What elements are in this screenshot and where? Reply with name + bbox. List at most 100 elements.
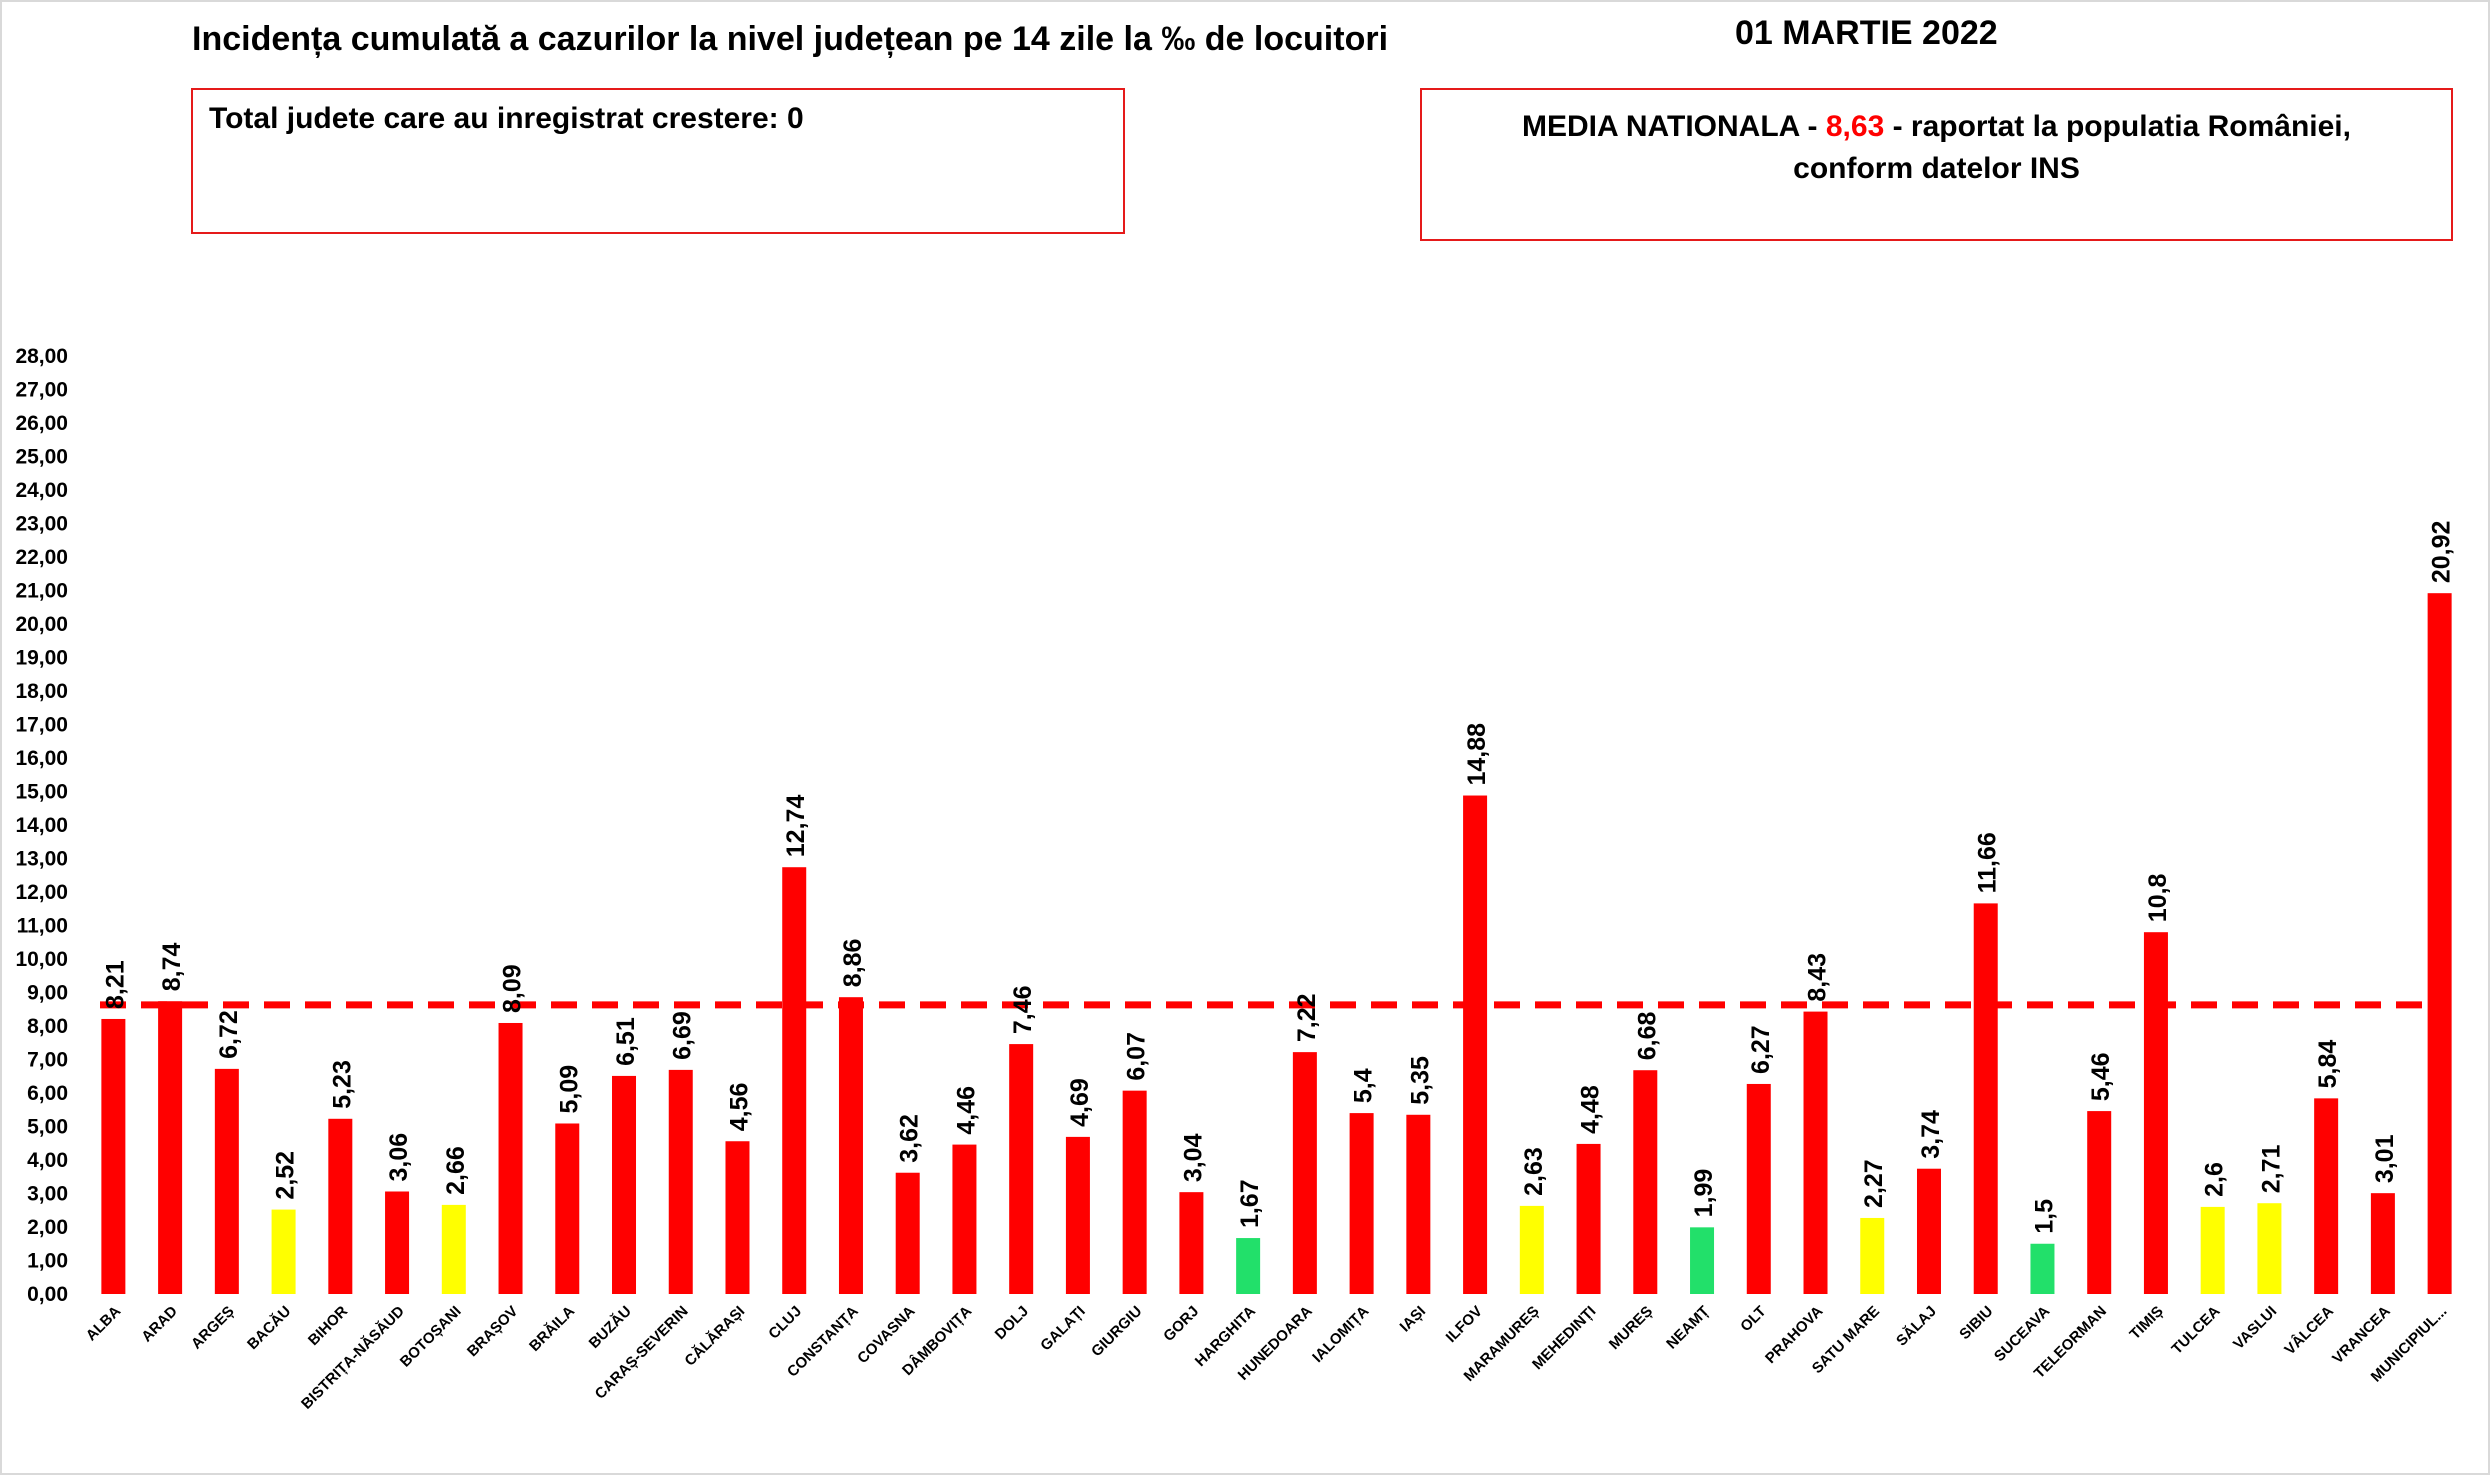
- bar-value-label: 5,46: [2087, 1052, 2115, 1101]
- bar: [385, 1191, 410, 1294]
- bar-value-label: 3,06: [385, 1133, 413, 1182]
- bar: [2427, 593, 2452, 1294]
- x-category-label: ARAD: [138, 1303, 181, 1346]
- bar: [1122, 1090, 1147, 1294]
- y-tick-label: 10,00: [15, 948, 68, 971]
- x-category-label: SĂLAJ: [1893, 1303, 1940, 1350]
- y-tick-label: 27,00: [15, 379, 68, 402]
- bar: [838, 997, 863, 1294]
- bar: [1746, 1083, 1771, 1294]
- bar: [1690, 1227, 1715, 1294]
- bar-value-label: 2,27: [1860, 1159, 1888, 1208]
- bar-value-label: 4,46: [952, 1086, 980, 1135]
- national-average-value: 8,63: [1825, 110, 1885, 143]
- bar: [1916, 1168, 1941, 1294]
- bar: [1973, 903, 1998, 1294]
- bar: [952, 1144, 977, 1294]
- x-category-label: GALAȚI: [1037, 1303, 1088, 1354]
- bar: [782, 867, 807, 1294]
- x-category-label: CĂLĂRAȘI: [681, 1303, 748, 1370]
- bar-value-label: 4,48: [1577, 1085, 1605, 1134]
- bar-value-label: 10,8: [2144, 873, 2172, 922]
- bar-value-label: 20,92: [2428, 521, 2456, 584]
- bar: [1633, 1070, 1658, 1294]
- y-tick-label: 17,00: [15, 714, 68, 737]
- bar: [2370, 1193, 2395, 1294]
- bar: [612, 1075, 637, 1294]
- bar: [895, 1172, 920, 1294]
- bar: [271, 1209, 296, 1294]
- bar: [1349, 1113, 1374, 1294]
- x-category-label: TIMIȘ: [2126, 1303, 2166, 1343]
- bar: [555, 1123, 580, 1294]
- bar-value-label: 6,68: [1633, 1011, 1661, 1060]
- y-tick-label: 23,00: [15, 513, 68, 536]
- y-tick-label: 13,00: [15, 848, 68, 871]
- national-average-line2: conform datelor INS: [1793, 152, 2080, 185]
- y-tick-label: 16,00: [15, 747, 68, 770]
- x-category-label: IALOMIȚA: [1309, 1303, 1372, 1366]
- x-category-label: ALBA: [83, 1303, 125, 1345]
- bar-value-label: 2,71: [2257, 1144, 2285, 1193]
- bar: [328, 1118, 353, 1294]
- bar: [498, 1022, 523, 1294]
- data-labels: 8,21 8,74 6,72 2,52 5,23 3,06 2,66 8,09 5,09 6,51…: [101, 521, 2455, 1234]
- bar-value-label: 14,88: [1463, 723, 1491, 786]
- y-tick-label: 25,00: [15, 446, 68, 469]
- x-category-label: BACĂU: [244, 1303, 294, 1353]
- bar-value-label: 7,46: [1009, 985, 1037, 1034]
- x-category-label: VASLUI: [2230, 1303, 2280, 1353]
- bar: [2143, 932, 2168, 1294]
- bar-value-label: 6,72: [215, 1010, 243, 1059]
- national-average-prefix: MEDIA NATIONALA -: [1522, 110, 1826, 143]
- bar-value-label: 5,09: [555, 1065, 583, 1114]
- y-tick-label: 0,00: [27, 1283, 68, 1306]
- bar-value-label: 7,22: [1293, 993, 1321, 1042]
- bar-value-label: 8,09: [499, 964, 527, 1013]
- bar: [1519, 1205, 1544, 1294]
- y-tick-label: 24,00: [15, 479, 68, 502]
- bar-value-label: 1,67: [1236, 1179, 1264, 1228]
- y-tick-label: 21,00: [15, 580, 68, 603]
- bar: [158, 1001, 183, 1294]
- y-tick-label: 28,00: [15, 345, 68, 368]
- x-axis-labels: ALBA ARAD ARGEȘ BACĂU BIHORBISTRIȚA-NĂSĂUDBO…: [83, 1302, 2451, 1413]
- national-average-text: MEDIA NATIONALA - 8,63 - raportat la pop…: [1422, 106, 2451, 190]
- x-category-label: BIHOR: [305, 1303, 351, 1349]
- y-tick-label: 18,00: [15, 680, 68, 703]
- bar: [1179, 1192, 1204, 1294]
- x-category-label: BISTRIȚA-NĂSĂUD: [298, 1303, 408, 1413]
- y-tick-label: 6,00: [27, 1082, 68, 1105]
- y-tick-label: 12,00: [15, 881, 68, 904]
- bar-value-label: 3,74: [1917, 1110, 1945, 1159]
- y-tick-label: 5,00: [27, 1116, 68, 1139]
- bar-value-label: 4,56: [725, 1083, 753, 1132]
- bar: [1463, 795, 1488, 1294]
- bar: [214, 1068, 239, 1294]
- bar: [2030, 1243, 2055, 1294]
- bar-value-label: 1,99: [1690, 1169, 1718, 1218]
- bar-value-label: 3,01: [2371, 1134, 2399, 1183]
- bar-value-label: 8,43: [1804, 953, 1832, 1002]
- bar-value-label: 5,23: [328, 1060, 356, 1109]
- bar: [1860, 1217, 1885, 1294]
- bar: [668, 1069, 693, 1294]
- chart-date: 01 MARTIE 2022: [1735, 14, 1998, 52]
- y-tick-label: 19,00: [15, 647, 68, 670]
- bar-value-label: 2,66: [442, 1146, 470, 1195]
- bar-value-label: 5,84: [2314, 1040, 2342, 1089]
- bar-value-label: 8,86: [839, 939, 867, 988]
- x-category-label: TULCEA: [2168, 1303, 2223, 1358]
- x-category-label: CLUJ: [765, 1303, 805, 1343]
- bar: [2200, 1206, 2225, 1294]
- x-category-label: ILFOV: [1443, 1303, 1486, 1346]
- x-category-label: BOTOȘANI: [397, 1303, 465, 1371]
- chart-title: Incidența cumulată a cazurilor la nivel …: [192, 20, 1389, 58]
- y-tick-label: 4,00: [27, 1149, 68, 1172]
- y-axis: 0,00 1,00 2,00 3,00 4,00 5,00 6,00 7,00 8,00 9,00…: [15, 345, 68, 1306]
- bar-value-label: 12,74: [782, 795, 810, 858]
- bar: [2257, 1203, 2282, 1294]
- bar-value-label: 6,07: [1123, 1032, 1151, 1081]
